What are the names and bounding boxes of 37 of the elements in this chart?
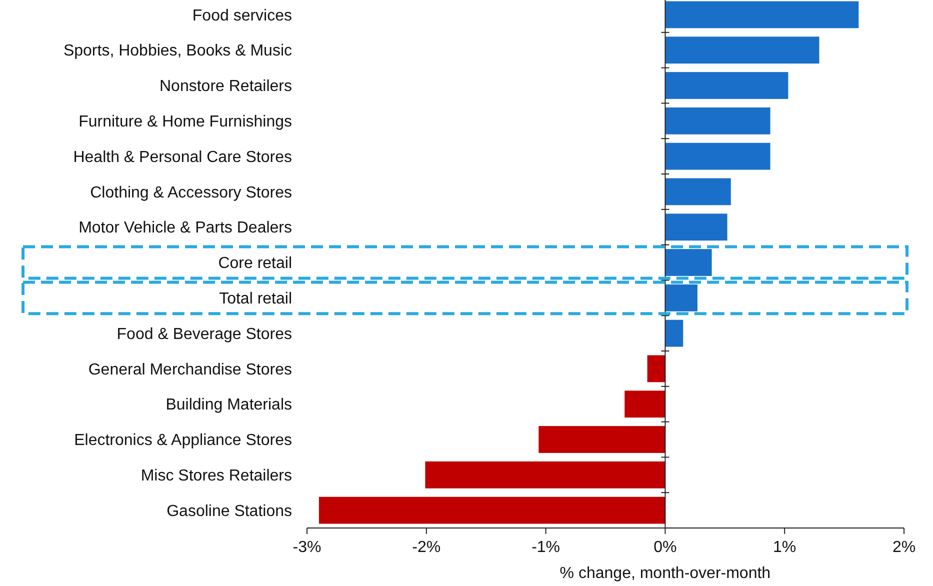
y-tick-label: Nonstore Retailers — [160, 78, 292, 96]
y-tick-label: Food services — [192, 7, 292, 24]
y-tick-label: General Merchandise Stores — [88, 361, 292, 378]
bar — [665, 249, 712, 276]
bar — [665, 214, 728, 241]
x-tick-label: -1% — [532, 539, 560, 556]
bar — [425, 461, 666, 488]
bar — [665, 36, 820, 64]
y-tick-label: Total retail — [219, 290, 292, 308]
y-tick-label: Gasoline Stations — [166, 502, 292, 520]
bar — [665, 1, 859, 28]
bar — [665, 284, 698, 312]
bar — [624, 390, 666, 418]
y-tick-label: Furniture & Home Furnishings — [78, 114, 292, 130]
y-tick-label: Food & Beverage Stores — [116, 326, 292, 343]
y-tick-label: Core retail — [218, 255, 292, 272]
y-tick-label: Motor Vehicle & Parts Dealers — [78, 220, 292, 237]
bar — [538, 426, 666, 453]
y-tick-label: Health & Personal Care Stores — [73, 148, 292, 166]
x-axis-title: % change, month-over-month — [560, 565, 771, 582]
y-tick-label: Clothing & Accessory Stores — [90, 184, 292, 202]
x-tick-label: 2% — [892, 539, 916, 556]
bar — [647, 355, 666, 382]
y-tick-label: Misc Stores Retailers — [140, 468, 292, 484]
x-tick-label: 0% — [654, 539, 677, 556]
bar — [665, 107, 770, 134]
x-tick-label: -2% — [412, 539, 441, 556]
bar — [665, 320, 684, 347]
bar — [665, 178, 731, 206]
y-tick-label: Sports, Hobbies, Books & Music — [63, 42, 292, 60]
x-tick-label: 1% — [773, 539, 796, 556]
y-tick-label: Electronics & Appliance Stores — [74, 432, 292, 450]
bar — [318, 496, 666, 524]
y-tick-label: Building Materials — [166, 396, 292, 414]
x-tick-label: -3% — [292, 539, 322, 556]
bar — [665, 142, 770, 170]
bar — [665, 72, 788, 99]
